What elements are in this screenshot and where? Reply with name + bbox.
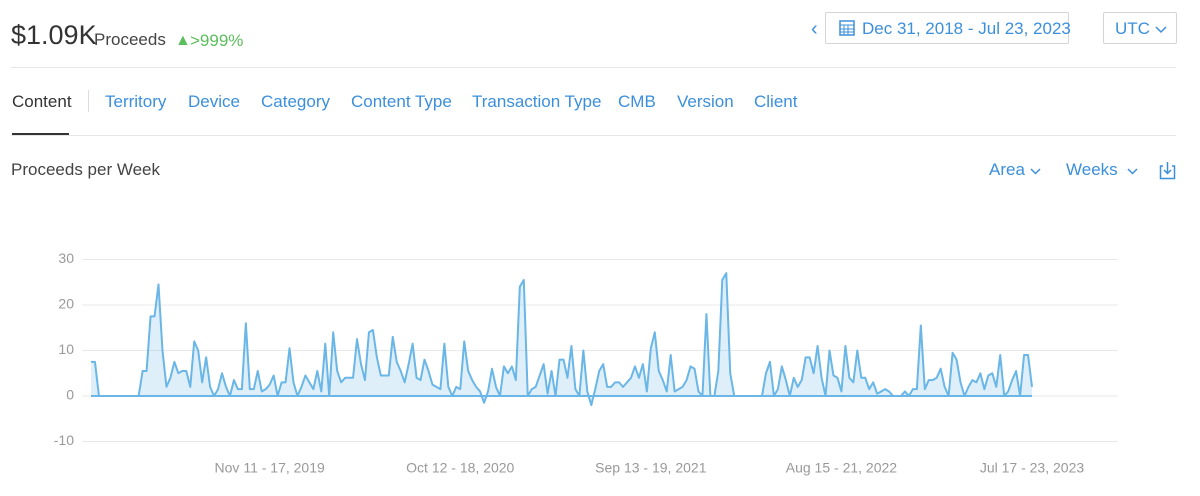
change-icon: ▲ [175, 32, 191, 49]
x-tick-label: Jul 17 - 23, 2023 [980, 460, 1085, 476]
tab[interactable]: Transaction Type [472, 92, 602, 111]
prev-button[interactable]: ‹ [811, 18, 818, 40]
tab[interactable]: Territory [105, 92, 167, 111]
x-tick-label: Oct 12 - 18, 2020 [406, 460, 514, 476]
date-range: Dec 31, 2018 - Jul 23, 2023 [862, 19, 1071, 38]
chevron [1030, 168, 1041, 175]
chart-title: Proceeds per Week [11, 160, 160, 179]
chart-mode[interactable]: Area [989, 160, 1041, 180]
x-tick-label: Sep 13 - 19, 2021 [595, 460, 707, 476]
area-fill [91, 273, 1032, 406]
tab[interactable]: Device [188, 92, 240, 111]
tab[interactable]: Category [261, 92, 330, 111]
date-picker[interactable]: Dec 31, 2018 - Jul 23, 2023 [825, 12, 1071, 44]
chevron [1127, 168, 1138, 175]
y-tick-label: -10 [54, 432, 74, 448]
divider [11, 135, 1176, 136]
area-line [91, 272, 1033, 407]
calendar-icon [839, 20, 855, 36]
timezone-select[interactable]: UTC [1103, 12, 1177, 44]
proceeds-amount: $1.09K [11, 20, 97, 50]
tab-underline [12, 133, 69, 135]
y-tick-label: 20 [58, 296, 74, 312]
download-icon[interactable] [1159, 161, 1176, 180]
period-label: Weeks [1066, 160, 1118, 179]
tab-separator [88, 90, 89, 112]
tab[interactable]: CMB [618, 92, 656, 111]
y-tick-label: 0 [66, 387, 74, 403]
x-tick-label: Nov 11 - 17, 2019 [215, 460, 325, 476]
tab[interactable]: Content [12, 92, 72, 111]
proceeds-label: Proceeds [94, 30, 166, 49]
chevron [1155, 26, 1167, 34]
chart-mode-label: Area [989, 160, 1025, 179]
divider [11, 67, 1176, 68]
timezone: UTC [1115, 19, 1150, 38]
y-tick-label: 30 [58, 250, 74, 266]
tab[interactable]: Client [754, 92, 798, 111]
period-select[interactable]: Weeks [1066, 160, 1138, 180]
tab[interactable]: Version [677, 92, 734, 111]
change-value: >999% [190, 31, 244, 50]
tab[interactable]: Content Type [351, 92, 452, 111]
x-tick-label: Aug 15 - 21, 2022 [786, 460, 898, 476]
y-tick-label: 10 [58, 341, 74, 357]
